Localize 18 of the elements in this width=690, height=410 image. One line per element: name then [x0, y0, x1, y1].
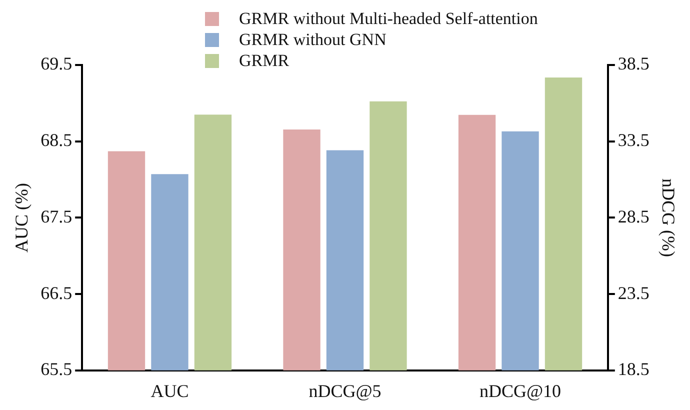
y-axis-title: AUC (%)	[12, 182, 32, 252]
x-tick-label: nDCG@10	[479, 380, 562, 401]
y-tick-label: 68.5	[40, 130, 72, 150]
y-tick-label: 69.5	[40, 54, 72, 74]
y2-axis-title: nDCG (%)	[658, 178, 678, 257]
y-tick-label: 66.5	[40, 282, 72, 303]
y2-tick-label: 18.5	[618, 359, 650, 380]
y2-tick-label: 23.5	[618, 282, 650, 303]
y-tick-label: 65.5	[40, 359, 72, 380]
legend-label: GRMR	[239, 50, 290, 71]
y2-tick-label: 38.5	[618, 54, 650, 74]
x-tick-label: AUC	[150, 380, 189, 401]
x-tick-label: nDCG@5	[308, 380, 382, 401]
legend-label: GRMR without GNN	[239, 29, 386, 50]
y-tick-label: 67.5	[40, 206, 72, 226]
y2-tick-label: 33.5	[618, 130, 650, 150]
y2-tick-label: 28.5	[618, 206, 650, 226]
legend-label: GRMR without Multi-headed Self-attention	[239, 8, 538, 29]
